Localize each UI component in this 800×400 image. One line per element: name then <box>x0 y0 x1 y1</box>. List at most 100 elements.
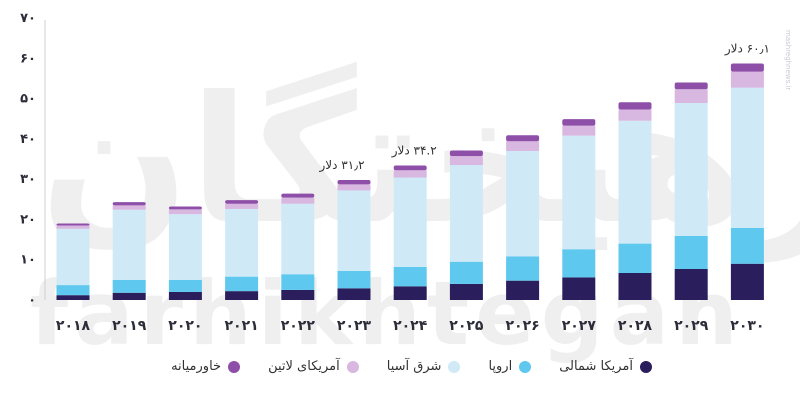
legend-label: آمریکای لاتین <box>268 359 340 374</box>
bar-segment <box>506 141 540 151</box>
bar-segment <box>618 102 652 110</box>
legend-label: خاورمیانه <box>171 359 222 374</box>
x-tick-label: ۲۰۲۳ <box>337 318 372 334</box>
x-tick-label: ۲۰۲۰ <box>168 318 202 334</box>
legend-label: اروپا <box>488 359 513 374</box>
x-tick-label: ۲۰۲۹ <box>674 318 709 334</box>
bar-segment <box>112 292 146 300</box>
legend-swatch <box>228 360 241 373</box>
bar-segment <box>393 177 427 267</box>
bar-segment <box>449 283 483 300</box>
bar-segment <box>562 249 596 278</box>
bar-segment <box>730 263 764 300</box>
bar-segment <box>225 203 259 209</box>
legend-item-europe: اروپا <box>488 359 532 374</box>
bar-segment <box>730 87 764 228</box>
bar-segment <box>618 120 652 244</box>
x-tick-label: ۲۰۲۷ <box>562 318 597 334</box>
bar-segment <box>449 261 483 284</box>
bar-segment <box>562 125 596 136</box>
legend-label: آمریکا شمالی <box>559 359 633 374</box>
mashregh-logo: مشرق <box>751 9 796 25</box>
bar-segment <box>618 243 652 274</box>
legend-item-east-asia: شرق آسیا <box>387 359 461 374</box>
bar-segment <box>56 223 90 226</box>
bar-segment <box>225 291 259 300</box>
bar-segment <box>281 289 315 300</box>
bar-segment <box>56 228 90 286</box>
x-tick-label: ۲۰۲۲ <box>281 318 316 334</box>
legend-swatch <box>448 360 461 373</box>
x-tick-label: ۲۰۲۶ <box>506 318 540 334</box>
y-tick-label: ۰ <box>28 293 36 308</box>
bar-segment <box>281 203 315 275</box>
x-tick-label: ۲۰۱۹ <box>112 318 147 334</box>
y-tick-label: ۱۰ <box>20 253 36 268</box>
bar-segment <box>337 190 371 271</box>
bar-segment <box>449 165 483 262</box>
bar-segment <box>562 135 596 250</box>
x-tick-label: ۲۰۲۱ <box>225 318 259 334</box>
legend-swatch <box>519 360 532 373</box>
x-tick-label: ۲۰۱۸ <box>56 318 91 334</box>
legend-label: شرق آسیا <box>386 359 442 374</box>
x-tick-label: ۲۰۲۸ <box>618 318 653 334</box>
bar-segment <box>674 103 708 236</box>
x-tick-label: ۲۰۲۴ <box>393 318 428 334</box>
bar-segment <box>562 119 596 126</box>
bar-segment <box>674 82 708 90</box>
mashregh-url: mashreghnews.ir <box>784 30 792 91</box>
bar-segment <box>112 205 146 210</box>
bar-segment <box>168 214 202 280</box>
bar-segment <box>393 165 427 171</box>
bar-annotation: ۶۰٫۱ دلار <box>724 42 770 57</box>
bar-segment <box>168 209 202 215</box>
bar-segment <box>225 276 259 292</box>
legend-swatch <box>640 360 652 373</box>
bar-segment <box>393 286 427 300</box>
x-tick-label: ۲۰۲۵ <box>449 318 484 334</box>
bar-segment <box>56 295 90 300</box>
bar-segment <box>618 273 652 300</box>
bar-segment <box>506 135 540 142</box>
y-tick-label: ۳۰ <box>20 172 36 187</box>
bar-segment <box>337 184 371 191</box>
bar-segment <box>168 291 202 300</box>
bar-segment <box>56 225 90 229</box>
bar-segment <box>393 170 427 178</box>
y-tick-label: ۲۰ <box>20 212 36 227</box>
y-tick-label: ۴۰ <box>20 132 36 147</box>
x-tick-label: ۲۰۳۰ <box>730 318 764 334</box>
bar-segment <box>674 89 708 104</box>
bar-segment <box>281 197 315 204</box>
legend-item-latin-america: آمریکای لاتین <box>268 359 359 374</box>
chart-legend: آمریکا شمالی اروپا شرق آسیا آمریکای لاتی… <box>171 359 652 374</box>
bar-segment <box>337 270 371 289</box>
bar-segment <box>449 150 483 157</box>
bar-segment <box>168 279 202 292</box>
bar-segment <box>506 150 540 257</box>
bar-segment <box>281 193 315 198</box>
legend-item-middle-east: خاورمیانه <box>171 359 241 374</box>
bar-segment <box>674 235 708 269</box>
bar-segment <box>449 156 483 166</box>
bar-annotation: ۳۱٫۲ دلار <box>318 158 364 173</box>
bar-segment <box>337 288 371 300</box>
bar-segment <box>56 285 90 296</box>
bar-segment <box>112 202 146 206</box>
bar-segment <box>112 209 146 280</box>
bar-segment <box>562 277 596 300</box>
y-tick-label: ۷۰ <box>20 11 36 26</box>
bar-segment <box>393 266 427 287</box>
bar-segment <box>225 208 259 277</box>
bar-segment <box>730 71 764 88</box>
bar-segment <box>281 274 315 290</box>
bar-segment <box>506 256 540 281</box>
bar-segment <box>225 200 259 204</box>
y-tick-label: ۶۰ <box>20 51 36 66</box>
bar-segment <box>112 279 146 293</box>
bar-segment <box>337 179 371 185</box>
bar-annotation: ۳۴.۲ دلار <box>391 143 437 158</box>
legend-item-north-america: آمریکا شمالی <box>559 359 652 374</box>
